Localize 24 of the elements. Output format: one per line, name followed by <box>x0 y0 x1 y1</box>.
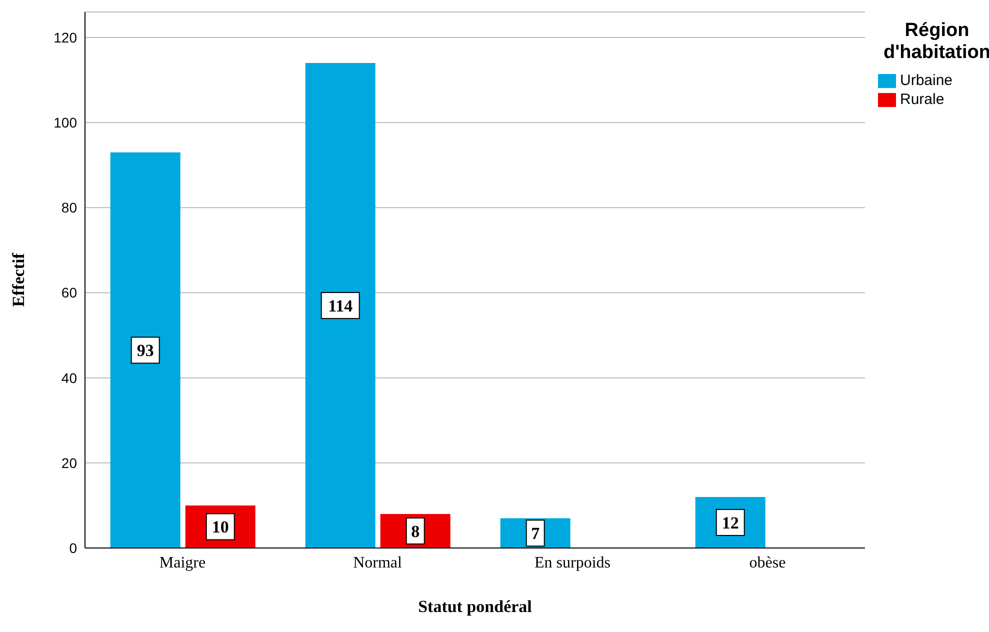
x-axis-title: Statut pondéral <box>418 597 532 616</box>
x-tick-label: obèse <box>749 554 786 572</box>
data-label: 12 <box>722 513 739 532</box>
y-tick-label: 100 <box>54 114 78 131</box>
x-tick-label: En surpoids <box>534 554 610 572</box>
data-label: 10 <box>212 518 229 537</box>
y-tick-label: 80 <box>61 200 78 216</box>
y-axis-title: Effectif <box>9 252 28 307</box>
legend-title: Région d'habitation <box>882 20 989 64</box>
y-tick-label: 120 <box>54 29 78 46</box>
x-tick-label: Normal <box>353 554 402 572</box>
y-tick-label: 0 <box>69 540 78 556</box>
y-tick-label: 40 <box>61 370 78 386</box>
data-label: 114 <box>328 296 354 316</box>
data-label: 8 <box>411 522 420 541</box>
y-tick-label: 60 <box>61 284 78 301</box>
legend-label: Rurale <box>900 91 944 108</box>
x-tick-label: Maigre <box>159 554 206 572</box>
data-label: 7 <box>531 524 540 544</box>
legend-label: Urbaine <box>900 72 953 89</box>
y-tick-label: 20 <box>61 454 78 471</box>
bar <box>110 152 180 548</box>
bar <box>305 63 376 548</box>
data-label: 93 <box>136 341 154 360</box>
